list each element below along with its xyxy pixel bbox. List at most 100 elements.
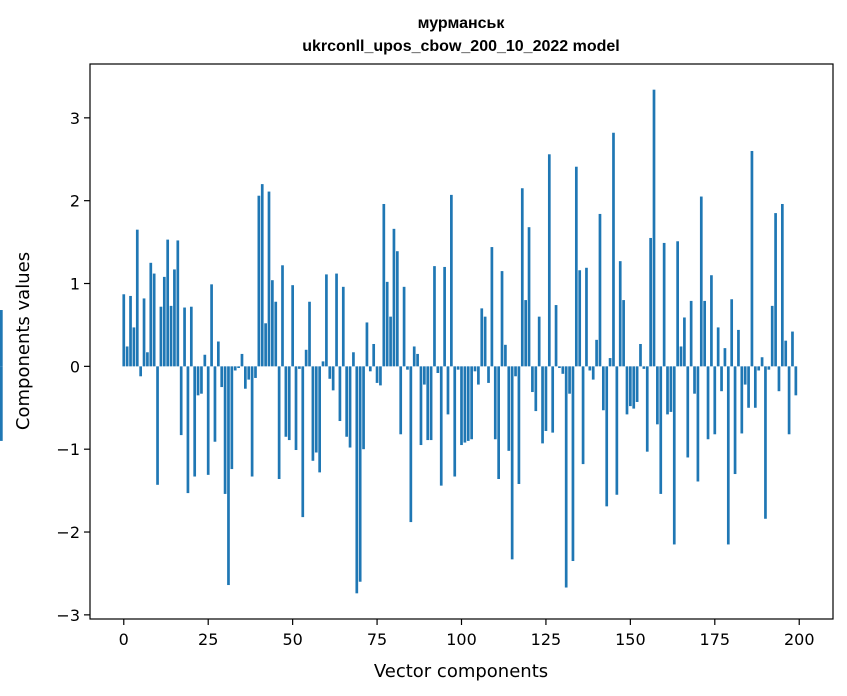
bar-193 xyxy=(774,213,777,367)
bar-49 xyxy=(287,366,291,441)
bar-85 xyxy=(409,366,413,523)
bar-159 xyxy=(659,366,663,494)
bar-123 xyxy=(537,316,541,367)
bar-57 xyxy=(314,366,318,453)
bar-199 xyxy=(794,366,798,396)
bar-43 xyxy=(267,191,271,367)
bar-176 xyxy=(716,327,720,367)
bar-163 xyxy=(672,366,676,545)
bar-54 xyxy=(304,349,308,367)
bar-63 xyxy=(335,273,338,367)
bar-22 xyxy=(196,366,200,396)
bar-14 xyxy=(169,305,173,367)
bar-103 xyxy=(470,366,473,440)
bar-41 xyxy=(260,184,264,367)
bar-154 xyxy=(642,366,646,369)
bar-106 xyxy=(480,308,484,367)
bar-165 xyxy=(679,346,683,367)
bar-78 xyxy=(385,281,389,367)
bar-155 xyxy=(645,366,649,452)
bar-98 xyxy=(453,366,457,477)
bar-10 xyxy=(156,366,159,485)
bar-9 xyxy=(152,273,156,367)
bar-160 xyxy=(662,242,666,367)
bar-75 xyxy=(375,366,379,383)
bar-109 xyxy=(490,247,494,367)
bar-101 xyxy=(463,366,467,443)
bar-21 xyxy=(193,366,197,477)
bar-79 xyxy=(389,316,392,367)
bar-24 xyxy=(203,354,207,367)
bar-32 xyxy=(230,366,234,470)
bar-175 xyxy=(713,366,717,435)
bar-64 xyxy=(338,366,342,422)
bar-23 xyxy=(200,366,203,394)
bar-83 xyxy=(402,286,406,367)
bar-182 xyxy=(737,329,740,367)
bar-114 xyxy=(507,366,511,451)
bar-90 xyxy=(426,366,430,441)
bar-42 xyxy=(264,323,267,367)
bar-46 xyxy=(277,366,281,480)
y-axis-label: Components values xyxy=(13,252,34,430)
bar-15 xyxy=(173,269,176,367)
bar-58 xyxy=(318,366,321,473)
bar-72 xyxy=(365,322,369,367)
bar-117 xyxy=(517,366,521,484)
bar-110 xyxy=(493,366,497,440)
bar-44 xyxy=(271,280,274,367)
bar-86 xyxy=(412,346,416,367)
bar-185 xyxy=(747,366,750,408)
bar-197 xyxy=(787,366,791,435)
bar-65 xyxy=(341,286,345,367)
bar-52 xyxy=(298,366,301,369)
bar-183 xyxy=(740,366,744,434)
x-tick-label: 25 xyxy=(198,630,218,649)
bar-139 xyxy=(591,366,595,380)
bar-102 xyxy=(466,366,470,441)
bar-76 xyxy=(379,366,382,386)
bar-38 xyxy=(250,366,254,477)
bar-187 xyxy=(753,366,757,408)
bar-153 xyxy=(639,343,642,367)
bar-60 xyxy=(325,274,328,367)
bar-158 xyxy=(656,366,659,425)
bar-167 xyxy=(686,366,690,458)
bar-157 xyxy=(652,89,656,367)
bar-87 xyxy=(416,353,419,367)
bar-148 xyxy=(622,300,625,367)
bar-112 xyxy=(500,271,504,367)
bar-189 xyxy=(760,357,764,367)
bar-5 xyxy=(139,366,143,377)
bar-50 xyxy=(291,285,294,367)
bar-8 xyxy=(149,262,153,367)
bar-121 xyxy=(531,366,534,393)
bar-71 xyxy=(362,366,365,450)
bar-104 xyxy=(473,366,477,372)
bar-27 xyxy=(213,366,217,442)
bar-127 xyxy=(551,366,555,433)
plot-frame xyxy=(89,63,834,620)
bar-11 xyxy=(159,306,163,367)
bar-126 xyxy=(547,154,551,367)
bar-66 xyxy=(345,366,349,437)
bar-122 xyxy=(534,366,538,412)
bar-179 xyxy=(726,366,730,545)
y-axis-ticks: −3 −2 −1 0 1 2 3 xyxy=(56,109,90,625)
bar-13 xyxy=(166,239,170,367)
bar-73 xyxy=(368,366,372,372)
bar-82 xyxy=(399,366,403,435)
chart-title-line2: ukrconll_upos_cbow_200_10_2022 model xyxy=(302,38,619,55)
bar-89 xyxy=(423,366,426,385)
bar-196 xyxy=(784,340,788,367)
bar-1 xyxy=(125,346,129,367)
bar-67 xyxy=(348,366,352,448)
bar-164 xyxy=(676,241,679,367)
x-tick-label: 125 xyxy=(531,630,562,649)
bar-59 xyxy=(321,361,325,367)
bars-group xyxy=(0,89,798,594)
bar-20 xyxy=(189,306,193,367)
bar-188 xyxy=(757,366,761,371)
bar-120 xyxy=(527,227,531,367)
x-axis-label: Vector components xyxy=(374,661,548,682)
